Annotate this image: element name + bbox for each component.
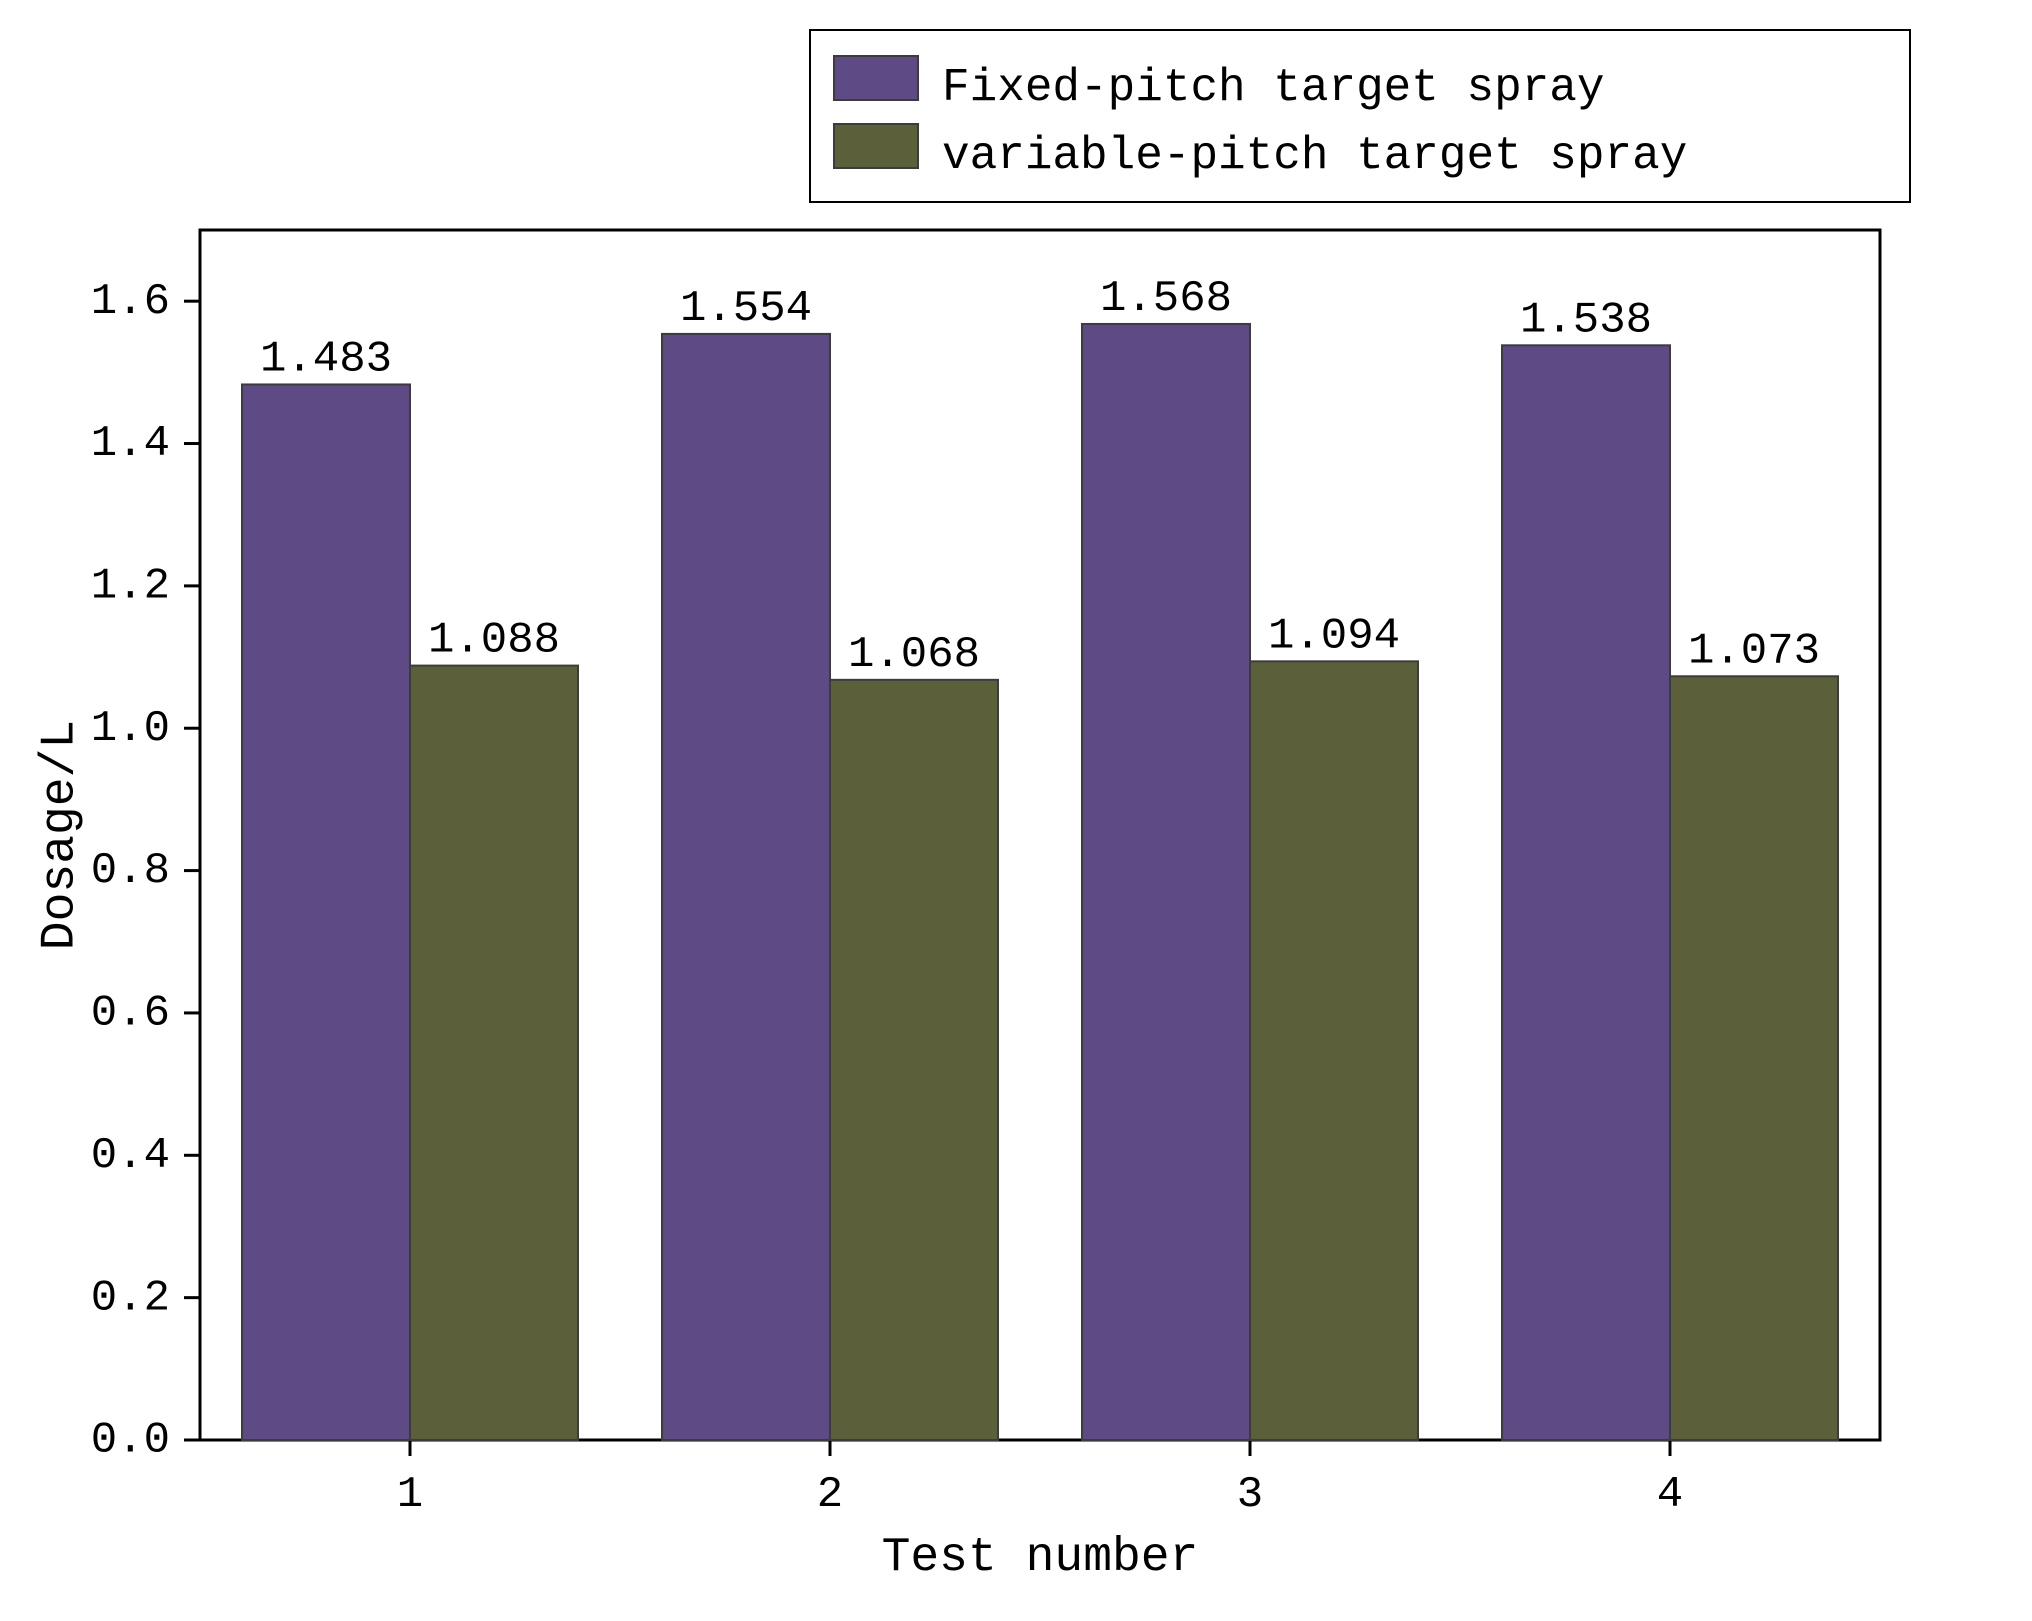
bar xyxy=(1250,661,1418,1440)
y-tick-label: 0.2 xyxy=(91,1273,170,1323)
y-tick-label: 1.0 xyxy=(91,704,170,754)
legend-label: variable-pitch target spray xyxy=(942,130,1687,182)
bar-value-label: 1.568 xyxy=(1100,274,1232,324)
y-axis-label: Dosage/L xyxy=(34,720,88,950)
x-tick-label: 4 xyxy=(1657,1470,1683,1520)
bar xyxy=(242,384,410,1440)
y-tick-label: 1.2 xyxy=(91,562,170,612)
bar-chart-container: 0.0 0.2 0.4 0.6 0.8 1.0 1.2 1.4 1.6 Dosage/L 1 1.48… xyxy=(0,0,2032,1621)
bar xyxy=(1082,324,1250,1440)
y-tick-label: 0.0 xyxy=(91,1416,170,1466)
legend-label: Fixed-pitch target spray xyxy=(942,62,1605,114)
y-tick-label: 1.6 xyxy=(91,277,170,327)
bar xyxy=(830,680,998,1440)
bar xyxy=(662,334,830,1440)
x-tick-label: 3 xyxy=(1237,1470,1263,1520)
bar-value-label: 1.068 xyxy=(848,630,980,680)
bar-value-label: 1.073 xyxy=(1688,626,1820,676)
y-tick-label: 0.6 xyxy=(91,989,170,1039)
x-axis-label: Test number xyxy=(882,1531,1199,1585)
legend-swatch xyxy=(834,124,918,168)
bar xyxy=(1670,676,1838,1440)
y-tick-label: 0.8 xyxy=(91,846,170,896)
legend-swatch xyxy=(834,56,918,100)
bar-value-label: 1.538 xyxy=(1520,295,1652,345)
x-tick-label: 2 xyxy=(817,1470,843,1520)
bar-value-label: 1.088 xyxy=(428,616,560,666)
bar xyxy=(410,666,578,1440)
y-tick-label: 1.4 xyxy=(91,419,170,469)
bar-value-label: 1.554 xyxy=(680,284,812,334)
bar xyxy=(1502,345,1670,1440)
bar-chart-svg: 0.0 0.2 0.4 0.6 0.8 1.0 1.2 1.4 1.6 Dosage/L 1 1.48… xyxy=(0,0,2032,1621)
x-tick-label: 1 xyxy=(397,1470,423,1520)
bar-value-label: 1.483 xyxy=(260,334,392,384)
bar-value-label: 1.094 xyxy=(1268,611,1400,661)
y-tick-label: 0.4 xyxy=(91,1131,170,1181)
